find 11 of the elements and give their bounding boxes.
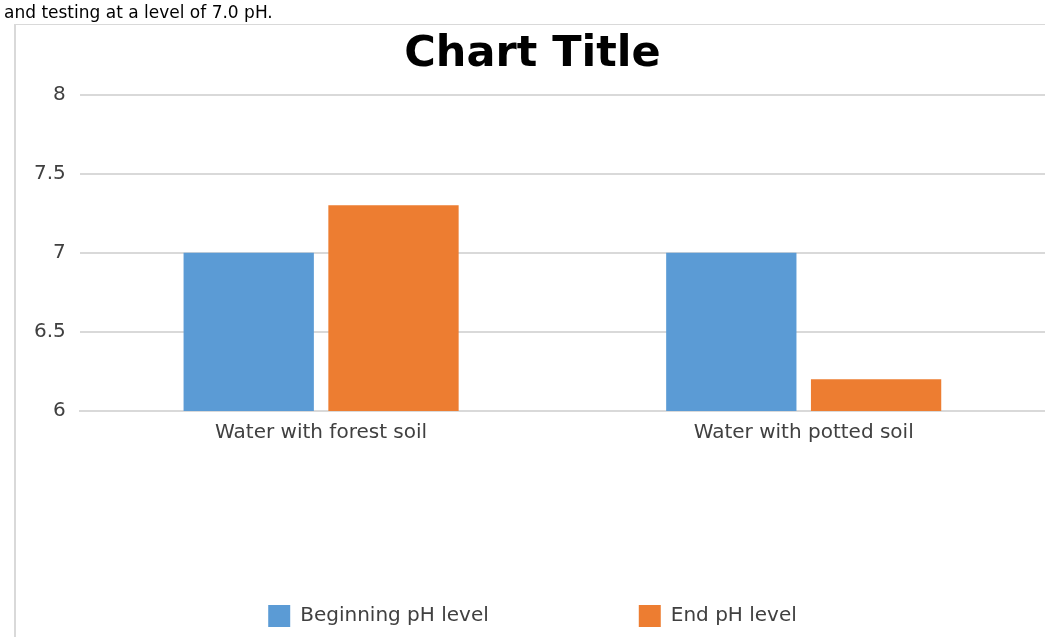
legend-label: Beginning pH level <box>300 602 489 627</box>
x-tick-label: Water with forest soil <box>215 419 428 444</box>
y-tick-label: 8 <box>53 80 66 105</box>
chart-title: Chart Title <box>404 25 661 76</box>
text: and testing at a level of 7.0 pH. <box>3 1 274 24</box>
y-tick-label: 7 <box>53 239 66 263</box>
y-tick-label: 6.5 <box>33 318 66 343</box>
y-tick-label: 7.5 <box>33 159 66 184</box>
legend-label: End pH level <box>670 602 797 627</box>
y-tick-label: 6 <box>53 397 66 422</box>
x-tick-label: Water with potted soil <box>693 419 914 444</box>
